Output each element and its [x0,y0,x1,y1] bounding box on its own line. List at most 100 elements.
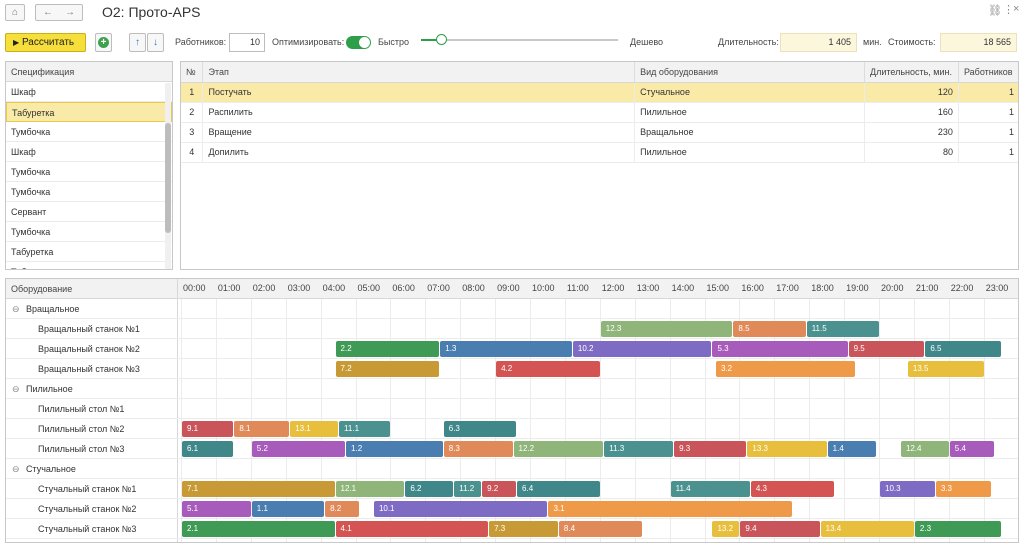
grid-line [320,299,322,542]
gantt-bar[interactable]: 2.1 [182,521,335,537]
slider-handle[interactable] [435,34,447,45]
gantt-bar[interactable]: 12.2 [513,441,604,457]
gantt-bar[interactable]: 11.5 [806,321,879,337]
spec-item[interactable]: Табуретка [6,242,172,262]
gantt-bar[interactable]: 13.5 [907,361,984,377]
gantt-bar[interactable]: 3.2 [715,361,855,377]
link-icon[interactable]: ⛓ [988,5,1002,17]
gantt-bar[interactable]: 11.3 [604,441,674,457]
gantt-bar[interactable]: 11.2 [454,481,482,497]
spec-item[interactable]: Табуретка [6,102,172,122]
column-header[interactable]: № [181,62,204,83]
spec-item[interactable]: Тумбочка [6,122,172,142]
table-row[interactable]: 3 Вращение Вращальное 230 1 [181,122,1018,143]
calculate-button[interactable]: ▶ Рассчитать [5,33,86,52]
gantt-bar[interactable]: 8.4 [558,521,642,537]
collapse-icon[interactable]: ⊖ [12,304,20,314]
gantt-bar[interactable]: 1.2 [346,441,443,457]
gantt-bar[interactable]: 6.4 [517,481,600,497]
gantt-bar[interactable]: 5.3 [712,341,848,357]
gantt-bar[interactable]: 10.1 [373,501,548,517]
collapse-icon[interactable]: ⊖ [12,464,20,474]
table-cell: 4 [181,142,204,163]
gantt-bar[interactable]: 2.3 [914,521,1002,537]
table-row[interactable]: 1 Постучать Стучальное 120 1 [181,82,1018,103]
gantt-bar[interactable]: 4.1 [335,521,489,537]
gantt-bar[interactable]: 7.2 [335,361,440,377]
equipment-group[interactable]: ⊖ Пилильное [6,379,182,399]
gantt-bar[interactable]: 1.4 [827,441,876,457]
spec-scrollbar[interactable] [165,83,171,269]
gantt-bar[interactable]: 13.4 [820,521,914,537]
grid-line [178,458,1018,459]
gantt-bar[interactable]: 9.4 [740,521,820,537]
gantt-bar[interactable]: 9.3 [674,441,747,457]
grid-line [425,299,427,542]
column-header[interactable]: Работников [958,62,1018,83]
table-cell: 160 [864,102,959,123]
move-up-button[interactable]: ↑ [129,33,146,52]
collapse-icon[interactable]: ⊖ [12,384,20,394]
home-button[interactable]: ⌂ [5,4,25,21]
arrow-left-icon[interactable]: ← [43,7,53,18]
gantt-bar[interactable]: 8.2 [325,501,359,517]
gantt-bar[interactable]: 1.3 [440,341,572,357]
gantt-bar[interactable]: 8.3 [443,441,513,457]
gantt-bar[interactable]: 6.1 [182,441,234,457]
spec-item[interactable]: Шкаф [6,142,172,162]
gantt-bar[interactable]: 11.4 [670,481,750,497]
gantt-bar[interactable]: 12.4 [900,441,949,457]
more-vertical-icon[interactable]: ⋮ [1003,4,1014,16]
gantt-bar[interactable]: 10.3 [880,481,935,497]
spec-item[interactable]: Сервант [6,202,172,222]
gantt-bar[interactable]: 6.3 [443,421,517,437]
gantt-bar[interactable]: 9.2 [482,481,517,497]
arrow-right-icon[interactable]: → [65,7,75,18]
close-icon[interactable]: × [1013,3,1020,15]
gantt-bar[interactable]: 7.1 [182,481,335,497]
table-row[interactable]: 4 Допилить Пилильное 80 1 [181,142,1018,163]
gantt-bar[interactable]: 5.2 [251,441,346,457]
equipment-group[interactable]: ⊖ Вращальное [6,299,182,319]
spec-item[interactable]: Тумбочка [6,222,172,242]
gantt-bar[interactable]: 4.3 [750,481,834,497]
gantt-bar[interactable]: 4.2 [496,361,600,377]
equipment-group[interactable]: ⊖ Стучальное [6,459,182,479]
gantt-bar[interactable]: 12.1 [335,481,405,497]
spec-scroll-thumb[interactable] [165,123,171,233]
gantt-bar[interactable]: 13.2 [712,521,740,537]
gantt-bar[interactable]: 8.1 [234,421,290,437]
gantt-bar[interactable]: 12.3 [600,321,733,337]
gantt-bar[interactable]: 8.5 [733,321,806,337]
gantt-bar[interactable]: 9.5 [848,341,925,357]
gantt-bar[interactable]: 7.3 [489,521,558,537]
move-down-button[interactable]: ↓ [147,33,164,52]
gantt-bar[interactable]: 13.3 [747,441,827,457]
spec-item[interactable]: Тумбочка [6,162,172,182]
speed-cost-slider[interactable] [421,33,618,47]
gantt-bar[interactable]: 11.1 [339,421,391,437]
gantt-bar[interactable]: 6.2 [405,481,454,497]
gantt-bar[interactable]: 13.1 [290,421,339,437]
gantt-bar[interactable]: 6.5 [925,341,1002,357]
spec-item[interactable]: Тумбочка [6,182,172,202]
optimize-toggle[interactable] [346,36,371,49]
gantt-bar[interactable]: 2.2 [335,341,440,357]
gantt-bar[interactable]: 5.1 [182,501,251,517]
table-cell: Пилильное [634,142,865,163]
workers-input[interactable]: 10 [229,33,265,52]
table-row[interactable]: 2 Распилить Пилильное 160 1 [181,102,1018,123]
column-header[interactable]: Вид оборудования [634,62,865,83]
gantt-bar[interactable]: 9.1 [182,421,234,437]
equipment-label: Пилильный стол №1 [38,404,125,414]
spec-item[interactable]: Шкаф [6,82,172,102]
column-header[interactable]: Этап [202,62,636,83]
gantt-bar[interactable]: 5.4 [949,441,995,457]
spec-item[interactable]: Табур [6,262,172,269]
column-header[interactable]: Длительность, мин. [864,62,959,83]
gantt-bar[interactable]: 3.1 [548,501,792,517]
gantt-bar[interactable]: 1.1 [251,501,325,517]
gantt-bar[interactable]: 10.2 [572,341,712,357]
gantt-bar[interactable]: 3.3 [935,481,991,497]
add-button[interactable]: + [95,33,112,52]
